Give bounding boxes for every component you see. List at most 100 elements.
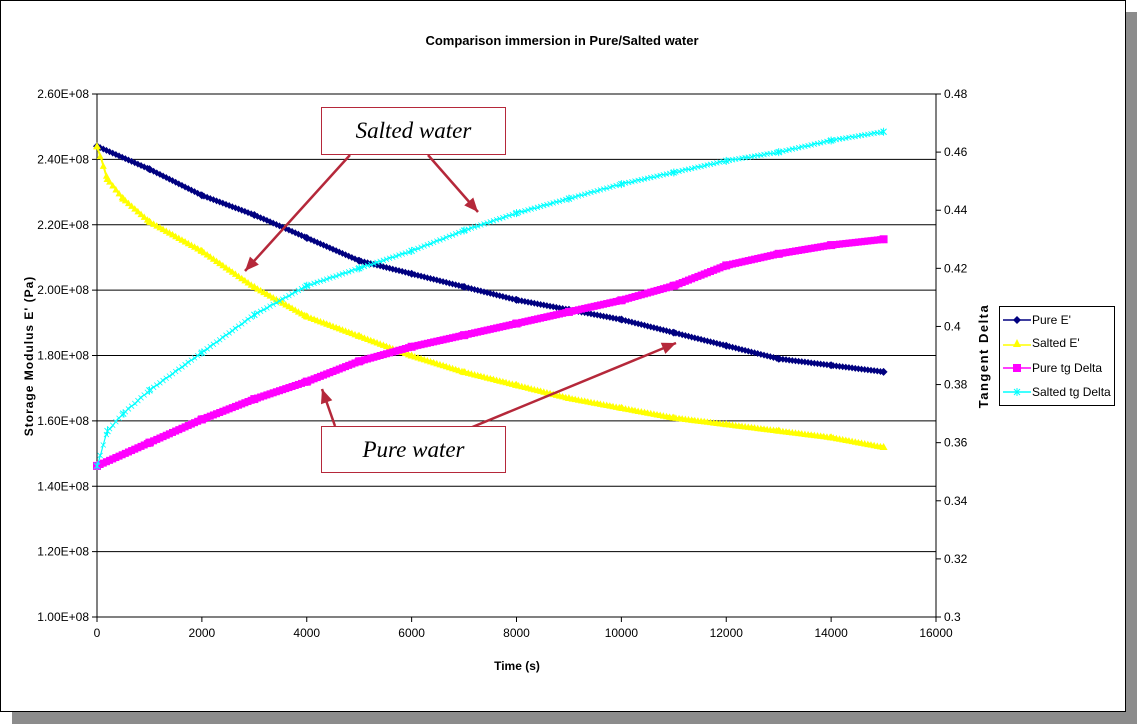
legend-marker-triangle-icon [1003,339,1031,347]
y2-tick-label: 0.48 [944,87,968,101]
y-tick-label: 1.20E+08 [37,545,89,559]
series-salted-e- [93,142,888,451]
marker [880,443,888,451]
marker [311,280,317,287]
marker [112,185,120,193]
marker [569,194,575,201]
marker [336,272,343,278]
marker [248,314,254,320]
marker [540,202,547,209]
y-tick-label: 2.60E+08 [37,87,89,101]
arrow-line [469,341,677,430]
marker [289,291,295,297]
arrowhead-icon [245,256,259,271]
marker [361,263,368,270]
marker [566,195,572,202]
marker [588,189,594,196]
marker [575,193,582,199]
marker [597,187,604,193]
marker [216,336,223,343]
marker [102,172,110,179]
chart-title: Comparison immersion in Pure/Salted wate… [425,33,698,48]
legend-item-salted-tg-delta: Salted tg Delta [1002,382,1111,402]
y2-tick-label: 0.3 [944,610,961,624]
marker [386,255,393,262]
marker [345,269,352,275]
marker [93,142,101,150]
annotation-arrows [244,154,677,430]
marker [500,214,506,221]
marker [490,218,497,224]
marker [198,350,204,357]
marker [515,209,522,216]
x-tick-label: 10000 [605,626,639,640]
marker [143,216,151,223]
marker [446,233,453,240]
marker [484,220,490,226]
marker [393,253,399,259]
marker [320,277,327,283]
y2-tick-label: 0.4 [944,319,961,333]
x-tick-label: 14000 [814,626,848,640]
y-tick-label: 2.40E+08 [37,152,89,166]
legend-marker-square-icon [1003,364,1031,372]
arrowhead-icon [320,389,333,405]
marker [210,341,217,348]
marker [456,229,462,236]
x-tick-label: 4000 [293,626,320,640]
marker [232,325,239,332]
marker [399,251,405,257]
marker [254,310,261,316]
marker [389,254,396,260]
legend-item-pure-tg-delta: Pure tg Delta [1002,358,1102,378]
x-tick-label: 6000 [398,626,425,640]
marker [380,257,387,264]
marker [396,252,402,258]
marker [169,370,176,377]
marker [616,181,623,188]
marker [585,190,591,197]
marker [295,287,302,294]
marker [251,312,258,318]
legend-label: Pure E' [1032,313,1071,327]
marker [292,289,298,295]
marker [179,364,185,370]
marker [544,201,550,208]
marker [493,216,500,223]
marker [109,182,117,189]
marker [487,219,494,225]
marker [506,212,512,219]
marker [194,352,201,359]
y2-tick-label: 0.38 [944,378,968,392]
marker [358,264,365,271]
marker [880,235,888,243]
marker [418,244,424,251]
marker [96,152,104,160]
y-tick-label: 1.60E+08 [37,414,89,428]
marker [270,301,276,308]
marker [421,243,427,249]
marker [522,208,528,214]
marker [559,197,566,204]
marker [94,463,100,469]
marker [415,245,421,252]
marker [594,187,601,194]
marker [452,231,459,237]
arrow-line [244,154,351,272]
axes: 1.00E+08 1.20E+08 1.40E+08 1.60E+08 1.80E+08… [37,87,967,640]
marker [503,213,509,220]
marker [371,260,377,267]
marker [440,235,446,242]
legend-label: Salted tg Delta [1032,385,1111,399]
marker [235,323,242,329]
marker [273,299,280,306]
marker [301,284,308,290]
legend: Pure E' Salted E' Pure tg Delta Salted t… [999,306,1115,406]
marker [509,211,516,218]
marker [427,240,434,247]
arrowhead-icon [660,342,676,354]
marker [600,186,607,192]
series-layer [93,127,888,470]
marker [121,196,129,204]
